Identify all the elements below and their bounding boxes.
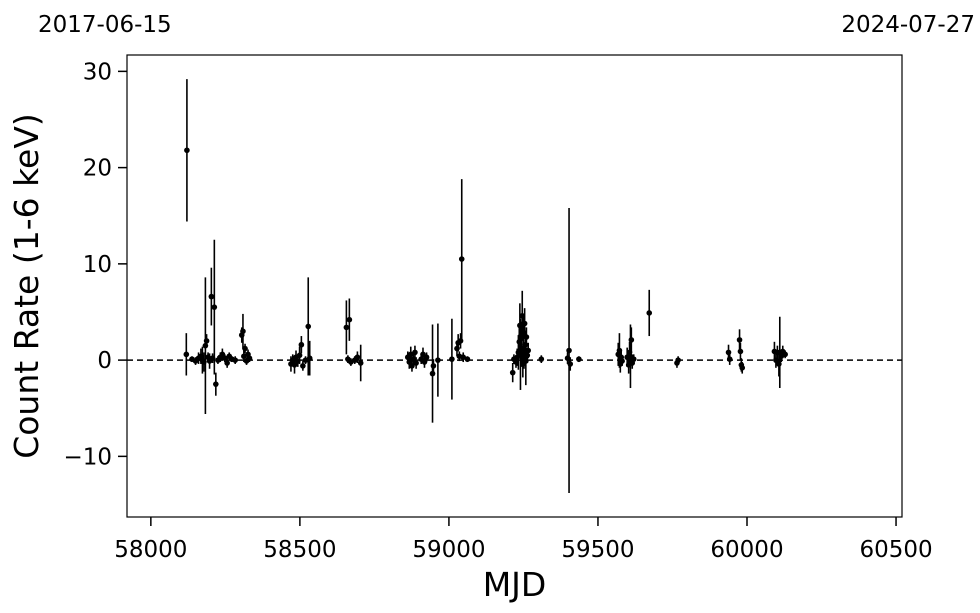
data-point [184, 147, 190, 154]
y-tick-label: 20 [83, 156, 112, 182]
data-point [246, 355, 253, 361]
data-point [464, 356, 471, 362]
x-tick-label: 59000 [412, 537, 485, 563]
data-point [203, 338, 210, 344]
y-tick-label: −10 [63, 444, 112, 470]
data-point [407, 351, 414, 358]
data-point [457, 338, 464, 344]
data-point [213, 381, 219, 387]
x-tick-label: 58500 [263, 537, 336, 563]
data-point [782, 351, 788, 358]
data-point [296, 352, 303, 359]
data-point [449, 356, 455, 362]
data-point [232, 357, 239, 363]
data-point [343, 324, 350, 331]
data-point [221, 355, 228, 361]
data-point [630, 356, 637, 362]
y-tick-label: 10 [83, 252, 112, 278]
x-tick-label: 60500 [859, 537, 932, 563]
ticks-layer: 58000 58500 59000 59500 60000 60500 −10 0 10 20 30 [63, 59, 932, 563]
data-point [412, 349, 418, 356]
data-point [242, 345, 248, 352]
data-point [726, 356, 733, 362]
y-tick-label: 30 [83, 59, 112, 85]
data-point [302, 357, 309, 363]
x-axis-title: MJD [483, 565, 547, 604]
data-point [739, 365, 746, 371]
data-point [183, 351, 190, 358]
data-point [509, 369, 516, 376]
data-point [409, 363, 415, 369]
data-point [675, 357, 681, 363]
end-date-label: 2024-07-27 [841, 12, 975, 38]
data-points-layer [183, 79, 788, 493]
data-point [413, 360, 419, 366]
data-point [523, 334, 530, 340]
y-axis-title: Count Rate (1-6 keV) [7, 113, 46, 459]
data-point [525, 347, 532, 354]
data-point [211, 304, 218, 310]
data-point [423, 354, 430, 361]
axes-layer [126, 54, 903, 518]
data-point [357, 360, 364, 366]
data-point [619, 358, 625, 364]
data-point [628, 337, 635, 343]
data-point [305, 323, 312, 330]
data-point [576, 356, 582, 362]
x-tick-label: 60000 [710, 537, 783, 563]
data-point [241, 353, 247, 360]
data-point [435, 357, 441, 363]
x-tick-label: 58000 [114, 537, 187, 563]
data-point [460, 354, 467, 361]
data-point [538, 356, 545, 362]
data-point [306, 355, 313, 361]
data-point [354, 354, 361, 361]
data-point [521, 320, 528, 327]
x-tick-label: 59500 [561, 537, 634, 563]
data-point [298, 341, 305, 348]
data-point [567, 361, 574, 367]
data-point [208, 293, 215, 300]
data-point [224, 360, 230, 366]
data-point [736, 337, 743, 343]
data-point [300, 363, 306, 369]
data-point [346, 316, 353, 323]
data-point [429, 370, 436, 377]
data-point [646, 310, 653, 316]
data-point [566, 347, 572, 354]
y-tick-label: 0 [97, 348, 112, 374]
data-point [737, 348, 744, 355]
start-date-label: 2017-06-15 [38, 12, 172, 38]
data-point [458, 256, 465, 262]
data-point [524, 352, 531, 359]
data-point [430, 363, 437, 369]
data-point [240, 328, 246, 335]
plot-area [126, 54, 903, 518]
